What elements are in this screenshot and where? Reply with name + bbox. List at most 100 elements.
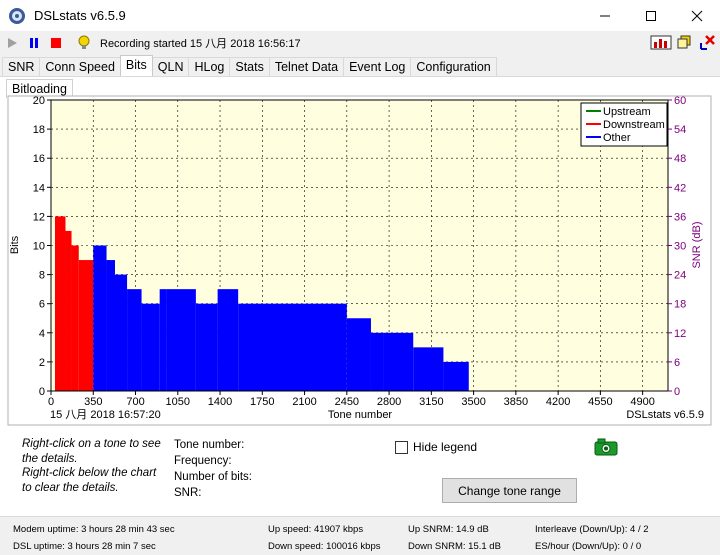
chart-watermark: DSLstats v6.5.9: [626, 409, 704, 421]
es-per-hour: ES/hour (Down/Up): 0 / 0: [535, 541, 642, 552]
bar-segment: [71, 245, 79, 391]
tab-configuration[interactable]: Configuration: [410, 57, 497, 76]
x-tick-label: 2450: [335, 396, 359, 408]
bar-segment: [106, 260, 115, 391]
y2-tick-label: 48: [674, 153, 686, 165]
x-tick-label: 4550: [588, 396, 612, 408]
y-tick-label: 18: [33, 124, 45, 136]
number-of-bits-label: Number of bits:: [174, 471, 252, 483]
bar-segment: [93, 245, 107, 391]
y-tick-label: 0: [39, 386, 45, 398]
tab-bits[interactable]: Bits: [119, 55, 153, 76]
bar-segment: [413, 347, 444, 391]
note-line: to clear the details.: [22, 481, 119, 494]
y-tick-label: 20: [33, 95, 45, 107]
y2-tick-label: 0: [674, 386, 680, 398]
bar-segment: [217, 289, 239, 391]
up-speed: Up speed: 41907 kbps: [268, 524, 364, 535]
x-tick-label: 350: [84, 396, 102, 408]
y-tick-label: 4: [39, 328, 45, 340]
status-bar: Modem uptime: 3 hours 28 min 43 sec DSL …: [0, 516, 720, 555]
play-icon: [8, 38, 17, 48]
down-snrm: Down SNRM: 15.1 dB: [408, 541, 501, 552]
tab-snr[interactable]: SNR: [2, 57, 41, 76]
chart-window-icon: [650, 35, 672, 50]
y-axis-label: Bits: [9, 235, 21, 254]
note-line: the details.: [22, 452, 78, 465]
x-tick-label: 4200: [546, 396, 570, 408]
close-button[interactable]: [674, 0, 720, 31]
snr-label: SNR:: [174, 487, 202, 499]
x-tick-label: 3850: [504, 396, 528, 408]
bar-segment: [238, 303, 347, 391]
pause-icon: [30, 38, 38, 48]
maximize-icon: [646, 10, 656, 21]
minimize-button[interactable]: [582, 0, 628, 31]
bar-segment: [141, 303, 160, 391]
exit-button[interactable]: [698, 33, 716, 54]
y2-axis-label: SNR (dB): [691, 221, 703, 268]
hide-legend-checkbox[interactable]: Hide legend: [395, 440, 477, 454]
pause-button[interactable]: [24, 33, 44, 53]
tab-conn-speed[interactable]: Conn Speed: [39, 57, 121, 76]
y-tick-label: 8: [39, 270, 45, 282]
bar-segment: [195, 303, 218, 391]
restore-button[interactable]: [676, 33, 694, 54]
lightbulb-icon: [78, 35, 90, 49]
chart-timestamp: 15 八月 2018 16:57:20: [50, 409, 161, 421]
y2-axis-ticks: 0 6 12 18 24 30 36 42 48 54 60: [668, 95, 686, 398]
tab-event-log[interactable]: Event Log: [343, 57, 412, 76]
restore-window-icon: [677, 35, 691, 49]
bar-segment: [127, 289, 142, 391]
up-snrm: Up SNRM: 14.9 dB: [408, 524, 489, 535]
bar-segment: [346, 318, 371, 391]
maximize-button[interactable]: [628, 0, 674, 31]
tab-telnet-data[interactable]: Telnet Data: [268, 57, 345, 76]
bar-segment: [78, 260, 94, 391]
tone-number-label: Tone number:: [174, 439, 245, 451]
x-tick-label: 3150: [419, 396, 443, 408]
bar-segment: [65, 230, 72, 391]
y2-tick-label: 60: [674, 95, 686, 107]
legend-upstream: Upstream: [603, 106, 651, 118]
window-title: DSLstats v6.5.9: [34, 8, 126, 23]
tab-hlog[interactable]: HLog: [188, 57, 231, 76]
down-speed: Down speed: 100016 kbps: [268, 541, 381, 552]
x-tick-label: 2100: [292, 396, 316, 408]
y2-tick-label: 36: [674, 211, 686, 223]
x-tick-label: 2800: [377, 396, 401, 408]
legend-downstream: Downstream: [603, 119, 665, 131]
y2-tick-label: 6: [674, 357, 680, 369]
y2-tick-label: 30: [674, 241, 686, 253]
bar-segment: [54, 216, 66, 391]
main-tabs: SNR Conn Speed Bits QLN HLog Stats Telne…: [0, 55, 720, 76]
dsl-uptime: DSL uptime: 3 hours 28 min 7 sec: [13, 541, 156, 552]
y-tick-label: 10: [33, 241, 45, 253]
y2-tick-label: 24: [674, 270, 686, 282]
y-tick-label: 16: [33, 153, 45, 165]
exit-icon: [700, 35, 715, 50]
x-tick-label: 1050: [166, 396, 190, 408]
note-line: Right-click below the chart: [22, 467, 157, 479]
hide-legend-label: Hide legend: [413, 440, 478, 454]
y-axis-ticks: 0 2 4 6 8 10 12 14 16 18 20: [33, 95, 51, 398]
play-button[interactable]: [2, 33, 22, 53]
modem-uptime: Modem uptime: 3 hours 28 min 43 sec: [13, 524, 175, 535]
bar-segment: [383, 332, 414, 391]
screenshot-button[interactable]: [594, 438, 618, 459]
help-button[interactable]: [74, 33, 94, 53]
change-tone-range-button[interactable]: Change tone range: [442, 478, 577, 503]
y2-tick-label: 42: [674, 182, 686, 194]
tab-stats[interactable]: Stats: [229, 57, 270, 76]
stop-button[interactable]: [46, 33, 66, 53]
tab-bitloading[interactable]: Bitloading: [6, 79, 73, 98]
y2-tick-label: 54: [674, 124, 686, 136]
close-icon: [691, 10, 703, 21]
stats-window-button[interactable]: [650, 33, 672, 54]
tone-details: Tone number: Frequency: Number of bits: …: [174, 437, 252, 501]
checkbox-box[interactable]: [395, 440, 408, 454]
toolbar: Recording started 15 八月 2018 16:56:17: [0, 31, 720, 55]
y-tick-label: 14: [33, 182, 45, 194]
y-tick-label: 2: [39, 357, 45, 369]
